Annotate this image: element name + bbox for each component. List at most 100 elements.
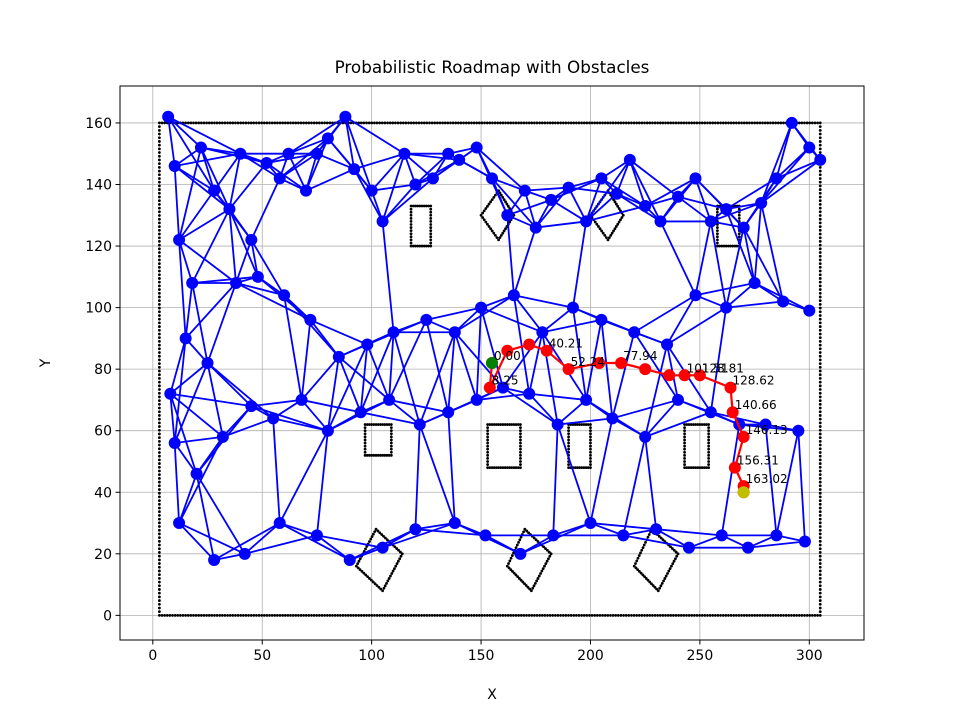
roadmap-edge: [251, 399, 302, 407]
obstacle-block-point: [390, 572, 394, 575]
obstacle-block-point: [393, 545, 397, 549]
obstacle-block-point: [368, 423, 371, 426]
obstacle-wall-point: [800, 613, 804, 617]
roadmap-edge: [458, 159, 493, 180]
obstacle-wall-point: [750, 121, 754, 125]
obstacle-wall-point: [818, 499, 822, 502]
obstacle-block-point: [589, 426, 592, 430]
obstacle-wall-point: [721, 121, 725, 125]
obstacle-wall-point: [373, 613, 376, 617]
obstacle-wall-point: [480, 121, 484, 125]
path-cost-label: 77.94: [623, 349, 657, 363]
obstacle-block-point: [358, 568, 362, 572]
path-cost-label: 8.25: [492, 374, 519, 388]
obstacle-block-point: [486, 432, 490, 436]
roadmap-node: [770, 529, 783, 542]
roadmap-node: [792, 424, 805, 437]
obstacle-block-point: [424, 244, 428, 248]
roadmap-edge: [480, 307, 504, 388]
x-axis-label: X: [487, 687, 497, 703]
obstacle-block-point: [507, 566, 511, 570]
obstacle-block-point: [664, 574, 668, 578]
roadmap-edge: [644, 399, 679, 438]
obstacle-wall-point: [716, 121, 720, 125]
obstacle-block-point: [429, 204, 433, 208]
roadmap-nodes: [162, 110, 827, 566]
obstacle-wall-point: [698, 121, 702, 125]
obstacle-block-point: [528, 587, 532, 591]
obstacle-wall-point: [157, 388, 161, 391]
obstacle-block-point: [526, 585, 530, 589]
roadmap-edge: [644, 436, 658, 530]
obstacle-block-point: [657, 534, 661, 538]
obstacle-block-point: [544, 562, 548, 566]
obstacle-wall-point: [412, 121, 416, 125]
path-node: [615, 357, 628, 369]
obstacle-wall-point: [407, 121, 410, 125]
obstacle-block-point: [370, 535, 374, 538]
obstacle-wall-point: [304, 121, 308, 125]
obstacle-wall-point: [721, 613, 725, 617]
obstacle-wall-point: [157, 551, 161, 554]
obstacle-wall-point: [632, 613, 636, 617]
obstacle-wall-point: [375, 613, 379, 617]
obstacle-wall-point: [748, 613, 751, 617]
obstacle-block-point: [715, 210, 719, 214]
obstacle-wall-point: [213, 613, 216, 617]
obstacle-wall-point: [157, 225, 161, 229]
obstacle-wall-point: [818, 339, 822, 343]
obstacle-wall-point: [446, 613, 450, 617]
roadmap-node: [339, 110, 352, 123]
obstacle-wall-point: [464, 121, 468, 125]
obstacle-wall-point: [818, 428, 822, 432]
roadmap-edge: [167, 116, 176, 167]
obstacle-block-point: [409, 226, 413, 229]
obstacle-wall-point: [328, 121, 332, 125]
obstacle-wall-point: [661, 613, 665, 617]
obstacle-block-point: [584, 466, 588, 470]
obstacle-block-point: [683, 429, 686, 433]
obstacle-wall-point: [239, 121, 243, 125]
obstacle-wall-point: [669, 613, 673, 617]
obstacle-wall-point: [291, 613, 295, 617]
obstacle-block-point: [418, 244, 422, 248]
obstacle-block-point: [369, 578, 373, 582]
y-tick-label: 20: [94, 547, 112, 563]
roadmap-node: [162, 110, 175, 123]
obstacle-wall-point: [344, 613, 347, 617]
obstacle-wall-point: [157, 306, 161, 310]
roadmap-edge: [228, 153, 242, 210]
obstacle-block-point: [499, 193, 503, 197]
obstacle-wall-point: [194, 613, 198, 617]
obstacle-wall-point: [435, 613, 439, 617]
obstacle-block-point: [387, 453, 391, 457]
obstacle-wall-point: [302, 613, 306, 617]
obstacle-block-point: [429, 241, 433, 245]
obstacle-wall-point: [488, 613, 492, 617]
obstacle-wall-point: [375, 121, 379, 125]
obstacle-wall-point: [708, 121, 712, 125]
roadmap-edge: [184, 282, 194, 339]
obstacle-wall-point: [475, 613, 479, 617]
roadmap-edge: [353, 152, 405, 170]
obstacle-wall-point: [774, 613, 778, 617]
roadmap-node: [398, 147, 411, 160]
obstacle-block-point: [517, 577, 521, 580]
obstacle-block-point: [378, 531, 382, 535]
roadmap-edge: [360, 411, 420, 426]
obstacle-block-point: [647, 533, 651, 536]
obstacle-wall-point: [362, 121, 366, 125]
roadmap-edge: [381, 153, 406, 222]
roadmap-node: [179, 332, 192, 345]
obstacle-block-point: [580, 423, 584, 426]
roadmap-node: [755, 196, 768, 209]
roadmap-edge: [222, 405, 252, 438]
obstacle-wall-point: [157, 406, 161, 410]
obstacle-wall-point: [262, 613, 266, 617]
obstacle-wall-point: [818, 417, 822, 421]
obstacle-wall-point: [189, 121, 193, 125]
obstacle-block-point: [715, 244, 719, 248]
roadmap-node: [584, 517, 597, 530]
obstacle-block-point: [519, 450, 522, 454]
obstacle-wall-point: [818, 569, 822, 573]
